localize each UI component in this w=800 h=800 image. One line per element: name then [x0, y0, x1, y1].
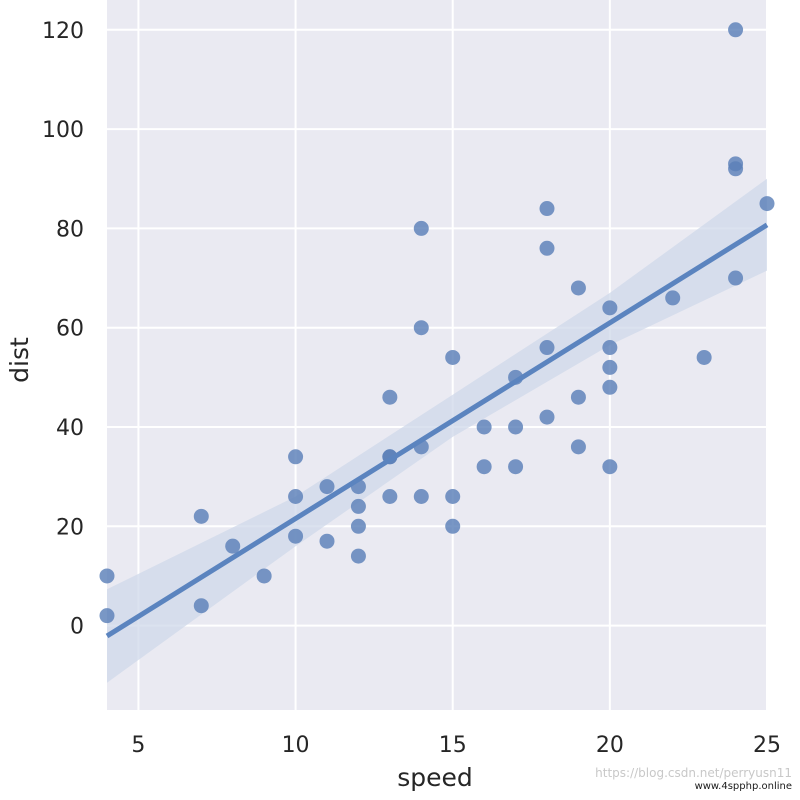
x-tick-label: 10 [282, 733, 310, 758]
y-tick-label: 100 [42, 118, 84, 143]
x-tick-labels: 5 10 15 20 25 [131, 733, 781, 758]
data-point [413, 320, 429, 336]
data-point [319, 533, 335, 549]
x-axis-label: speed [397, 763, 473, 792]
watermark-url: https://blog.csdn.net/perryusn11 [595, 766, 792, 780]
data-point [288, 528, 304, 544]
data-point [350, 548, 366, 564]
data-point [319, 479, 335, 495]
data-point [602, 340, 618, 356]
data-point [665, 290, 681, 306]
x-tick-label: 5 [131, 733, 145, 758]
data-point [445, 518, 461, 534]
data-point [539, 409, 555, 425]
data-point [602, 300, 618, 316]
data-point [193, 598, 209, 614]
data-point [570, 389, 586, 405]
data-point [759, 196, 775, 212]
data-point [508, 419, 524, 435]
scatter-points [99, 22, 775, 624]
y-axis-label: dist [5, 337, 34, 383]
y-tick-label: 20 [56, 515, 84, 540]
data-point [728, 270, 744, 286]
data-point [382, 389, 398, 405]
watermark-site: www.4spphp.online [595, 780, 792, 794]
data-point [350, 498, 366, 514]
data-point [99, 608, 115, 624]
data-point [602, 459, 618, 475]
data-point [539, 340, 555, 356]
data-point [225, 538, 241, 554]
data-point [288, 489, 304, 505]
data-point [570, 439, 586, 455]
y-tick-label: 0 [70, 615, 84, 640]
data-point [602, 379, 618, 395]
y-tick-label: 40 [56, 416, 84, 441]
data-point [728, 156, 744, 172]
data-point [539, 201, 555, 217]
data-point [288, 449, 304, 465]
x-tick-label: 25 [753, 733, 781, 758]
x-tick-label: 15 [439, 733, 467, 758]
data-point [445, 349, 461, 365]
data-point [476, 419, 492, 435]
data-point [382, 489, 398, 505]
y-tick-labels: 0 20 40 60 80 100 120 [42, 19, 84, 640]
data-point [696, 349, 712, 365]
data-point [476, 459, 492, 475]
watermark: https://blog.csdn.net/perryusn11 www.4sp… [595, 766, 792, 794]
data-point [193, 508, 209, 524]
data-point [570, 280, 586, 296]
y-tick-label: 80 [56, 217, 84, 242]
y-tick-label: 120 [42, 19, 84, 44]
y-tick-label: 60 [56, 317, 84, 342]
data-point [256, 568, 272, 584]
data-point [413, 220, 429, 236]
data-point [728, 22, 744, 38]
data-point [445, 489, 461, 505]
data-point [508, 459, 524, 475]
regression-line [105, 222, 769, 639]
data-point [602, 359, 618, 375]
x-tick-label: 20 [596, 733, 624, 758]
data-point [539, 240, 555, 256]
data-point [99, 568, 115, 584]
data-point [413, 489, 429, 505]
data-point [350, 518, 366, 534]
